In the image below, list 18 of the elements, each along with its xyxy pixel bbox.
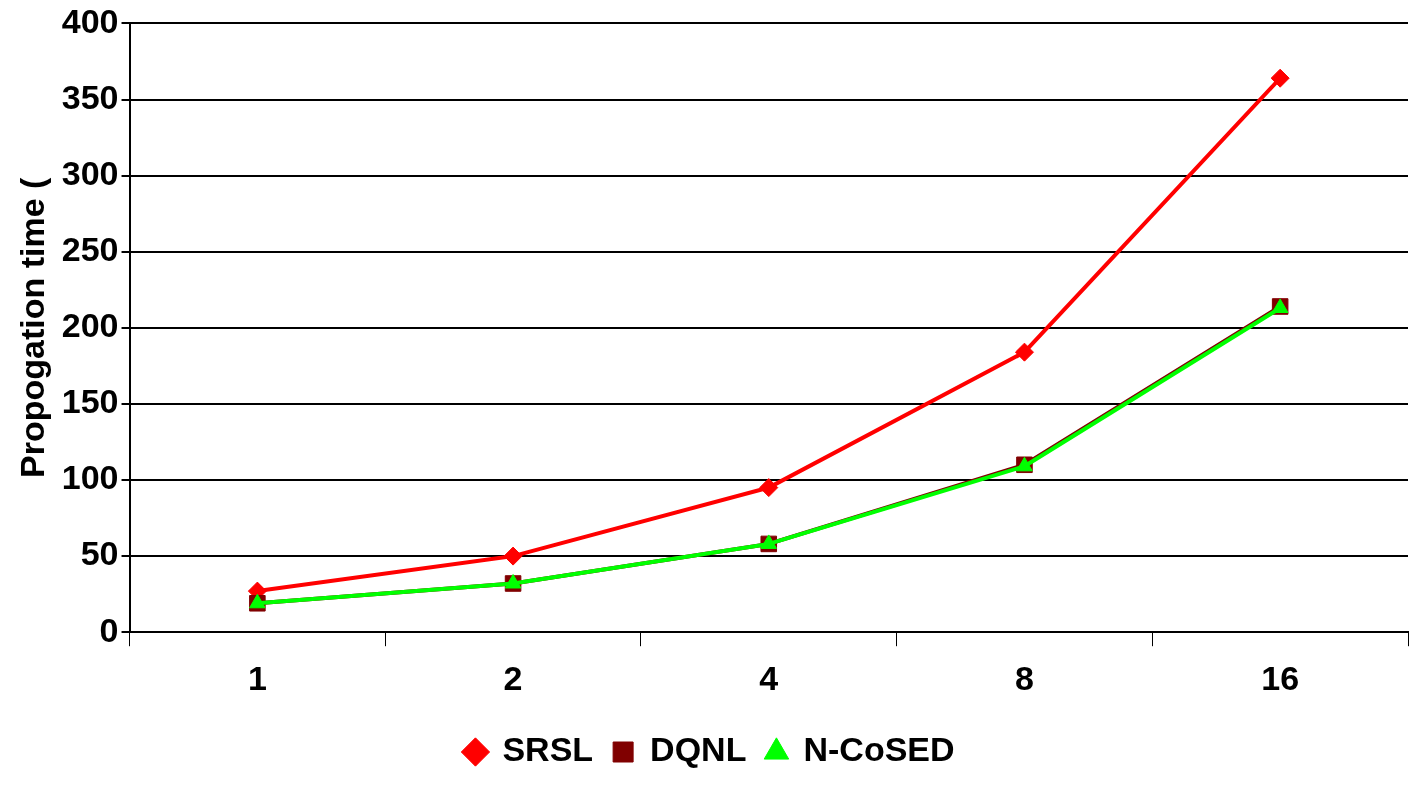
y-axis-title: Propogation time ( [12, 176, 51, 478]
y-tick-label: 0 [99, 610, 119, 649]
x-tick-label: 1 [247, 658, 267, 697]
y-tick-label: 400 [61, 1, 119, 40]
legend-label: N-CoSED [803, 730, 955, 769]
x-tick-label: 4 [759, 658, 779, 697]
y-tick-label: 250 [61, 230, 119, 269]
y-tick-label: 200 [61, 306, 119, 345]
y-tick-label: 50 [80, 534, 119, 573]
x-tick-label: 8 [1015, 658, 1034, 697]
legend-label: SRSL [502, 730, 594, 769]
y-tick-label: 300 [61, 153, 119, 192]
y-tick-label: 350 [61, 77, 119, 116]
y-tick-label: 100 [61, 458, 119, 497]
x-tick-label: 16 [1261, 658, 1300, 697]
x-tick-label: 2 [503, 658, 523, 697]
legend-label: DQNL [650, 730, 747, 769]
y-tick-label: 150 [61, 382, 119, 421]
